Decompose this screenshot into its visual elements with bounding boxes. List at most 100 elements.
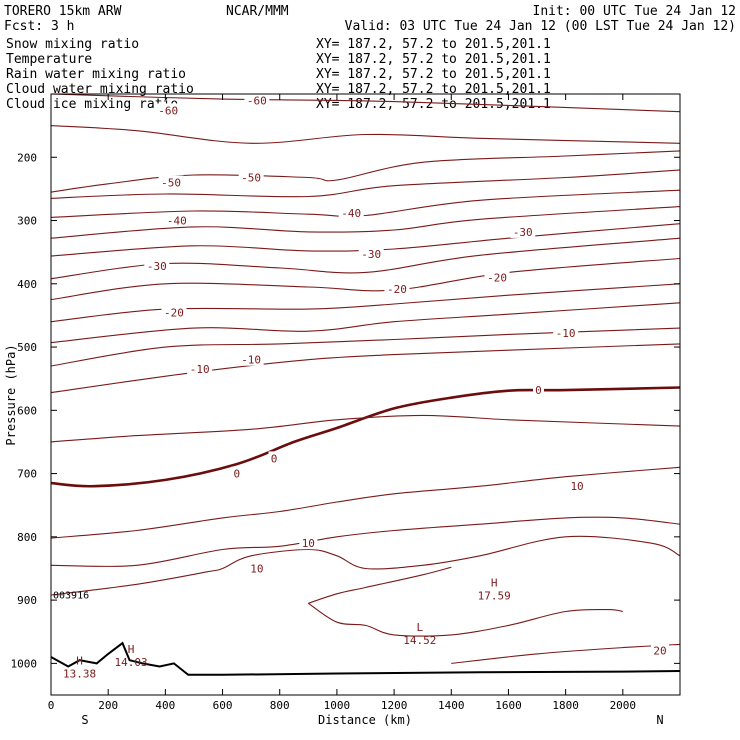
extremum-value: 14.03 [114,656,147,669]
contour-label-bg [144,259,170,273]
isotherm-line [307,602,623,637]
y-axis-label: Pressure (hPa) [4,344,18,445]
extremum-marker: H [76,654,83,667]
contour-label-bg [158,175,184,189]
isotherm-line [51,516,680,567]
header-institution: NCAR/MMM [226,4,289,19]
x-axis-south-label: S [81,713,88,727]
isotherm-line [51,94,680,113]
contour-label-bg [553,326,579,340]
y-tick-label: 800 [17,531,37,544]
y-tick-label: 400 [17,278,37,291]
x-tick-label: 1400 [438,699,465,712]
field-name-rain: Rain water mixing ratio [6,67,186,82]
contour-label-bg [358,247,384,261]
y-tick-label: 1000 [11,657,38,670]
isotherm-line [51,466,680,539]
contour-label: -30 [513,226,533,239]
field-xy-cloud-ice: XY= 187.2, 57.2 to 201.5,201.1 [316,97,551,112]
isotherm-line [51,386,680,488]
contour-label: -30 [361,248,381,261]
x-axis-label: Distance (km) [318,713,412,727]
contour-label: -60 [247,94,267,107]
contour-label: -20 [387,283,407,296]
field-xy-rain: XY= 187.2, 57.2 to 201.5,201.1 [316,67,551,82]
y-tick-label: 300 [17,215,37,228]
contour-label-bg [484,270,510,284]
isotherm-line [51,343,680,394]
x-tick-label: 1000 [324,699,351,712]
contour-label: -20 [164,306,184,319]
plot-frame [50,93,681,696]
contour-label: -50 [161,177,181,190]
x-tick-label: 1800 [552,699,579,712]
contour-label: -10 [190,363,210,376]
x-tick-label: 2000 [610,699,637,712]
contour-label-bg [187,362,213,376]
field-legend: Snow mixing ratio XY= 187.2, 57.2 to 201… [6,37,551,112]
contour-label-bg [231,466,243,480]
terrain-line [51,641,680,676]
axes: 0 200 400 600 800 1000 1200 1400 1600 1800 2000200… [11,94,680,712]
isotherm-line [51,206,680,239]
contour-label-bg [338,205,364,219]
isotherm-line [51,257,680,301]
contour-label-bg [384,281,410,295]
x-tick-label: 0 [48,699,55,712]
y-tick-label: 500 [17,341,37,354]
contour-label-bg [244,93,270,107]
contour-label-layer: -60 -60 -50 -50 -40 -40 -30 -30 -30 -20 -20 -20 -10 -… [144,93,669,658]
contour-label-bg [532,383,544,397]
contour-label: 10 [570,480,583,493]
isotherm-line [51,125,680,144]
y-tick-label: 900 [17,594,37,607]
isotherm-line [51,535,680,596]
isotherm-line [308,566,452,604]
y-tick-label: 600 [17,404,37,417]
field-xy-cloud-water: XY= 187.2, 57.2 to 201.5,201.1 [316,82,551,97]
isotherm-line [51,283,680,323]
contour-label-bg [299,536,318,550]
contour-label-bg [238,352,264,366]
field-xy-temperature: XY= 187.2, 57.2 to 201.5,201.1 [316,52,551,67]
y-tick-label: 200 [17,151,37,164]
contour-label: -10 [556,327,576,340]
contour-label-bg [238,170,264,184]
x-tick-label: 400 [155,699,175,712]
contour-label-bg [510,224,536,238]
x-tick-label: 800 [270,699,290,712]
contour-label: 20 [653,645,666,658]
terrain-layer [51,641,680,676]
contour-label-bg [155,103,181,117]
x-tick-label: 1200 [381,699,408,712]
contour-label: 0 [271,452,278,465]
isotherm-line [51,169,680,199]
x-axis-north-label: N [656,713,663,727]
y-tick-label: 700 [17,468,37,481]
isotherm-line [451,643,680,664]
contour-label: 10 [302,537,315,550]
isotherm-line [51,302,680,344]
contour-label: -30 [147,260,167,273]
header-init-time: Init: 00 UTC Tue 24 Jan 12 [533,4,737,19]
isotherm-line [51,150,680,193]
contour-label-bg [568,479,587,493]
extremum-value: 17.59 [478,590,511,603]
x-tick-label: 1600 [495,699,522,712]
field-name-cloud-ice: Cloud ice mixing ratio [6,97,178,112]
header-forecast-hour: Fcst: 3 h [4,19,74,34]
contour-label-bg [247,561,266,575]
contour-label: -40 [341,207,361,220]
contour-label: 10 [250,562,263,575]
contour-label: -40 [167,215,187,228]
header-valid-time: Valid: 03 UTC Tue 24 Jan 12 (00 LST Tue … [345,19,736,34]
field-xy-snow: XY= 187.2, 57.2 to 201.5,201.1 [316,37,551,52]
header-model: TORERO 15km ARW [4,4,122,19]
contour-label-bg [650,643,669,657]
x-tick-label: 600 [213,699,233,712]
isotherm-line [51,414,680,443]
x-tick-label: 200 [98,699,118,712]
field-name-cloud-water: Cloud water mixing ratio [6,82,194,97]
